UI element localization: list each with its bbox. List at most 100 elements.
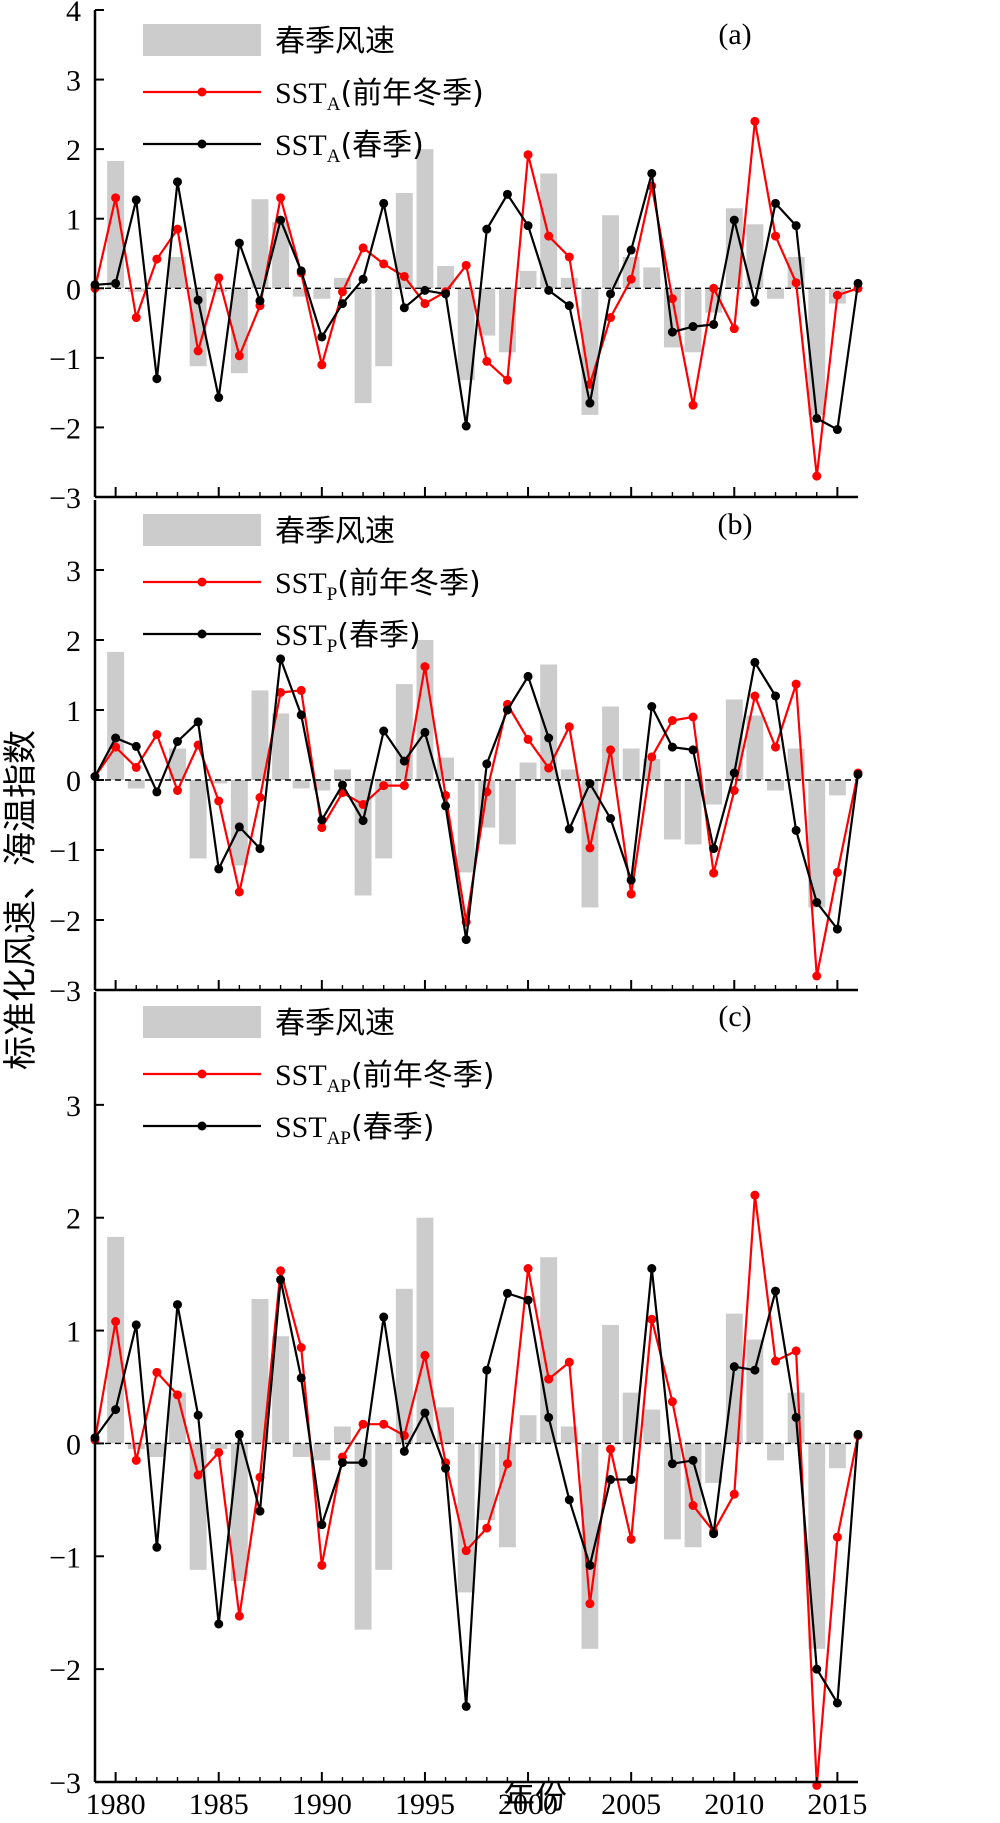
wind-bar bbox=[375, 288, 393, 367]
x-axis-label: 年份 bbox=[503, 1778, 567, 1816]
legend-item: 春季风速 bbox=[143, 514, 395, 549]
legend-label-tail: (前年冬季) bbox=[351, 1058, 494, 1093]
wind-bar bbox=[189, 288, 207, 367]
spring-sst-point bbox=[853, 1429, 863, 1439]
spring-sst-point bbox=[832, 425, 842, 435]
spring-sst-point bbox=[461, 935, 471, 945]
legend-label: 春季风速 bbox=[275, 514, 395, 549]
wind-bar bbox=[705, 780, 723, 805]
x-tick-label: 2005 bbox=[601, 1788, 661, 1818]
y-tick-label: 1 bbox=[66, 204, 81, 237]
winter-sst-point bbox=[585, 1599, 595, 1609]
spring-sst-point bbox=[234, 1429, 244, 1439]
winter-sst-point bbox=[152, 254, 162, 264]
wind-bar bbox=[292, 1443, 310, 1457]
winter-sst-point bbox=[131, 313, 141, 323]
spring-sst-point bbox=[832, 924, 842, 934]
spring-sst-point bbox=[172, 1300, 182, 1310]
spring-sst-point bbox=[544, 733, 554, 743]
wind-bar bbox=[725, 1313, 743, 1444]
y-tick-label: 4 bbox=[66, 0, 81, 28]
wind-bar bbox=[272, 713, 290, 780]
wind-bar bbox=[251, 1298, 269, 1444]
y-tick-label: −2 bbox=[49, 1654, 81, 1687]
winter-sst-point bbox=[131, 1455, 141, 1465]
legend-label-subscript: P bbox=[327, 636, 338, 657]
winter-sst-point bbox=[172, 1390, 182, 1400]
winter-sst-point bbox=[172, 224, 182, 234]
y-tick-label: 2 bbox=[66, 1203, 81, 1236]
legend-label-main: SST bbox=[275, 77, 327, 110]
legend-label-tail: (春季) bbox=[340, 128, 423, 163]
wind-bar bbox=[437, 1407, 455, 1444]
legend-bar-swatch bbox=[143, 514, 261, 546]
spring-sst-point bbox=[482, 1365, 492, 1375]
winter-sst-point bbox=[502, 1459, 512, 1469]
legend-item: 春季风速 bbox=[143, 1006, 395, 1041]
spring-sst-point bbox=[441, 801, 451, 811]
winter-sst-point bbox=[750, 1190, 760, 1200]
y-tick-label: −1 bbox=[49, 835, 81, 868]
spring-sst-point bbox=[379, 198, 389, 208]
winter-sst-point bbox=[564, 1357, 574, 1367]
winter-sst-point bbox=[172, 786, 182, 795]
wind-bar bbox=[395, 192, 413, 289]
panel-c: −3 −2 −1 0 1 2 3 1980 1985 1990 1995 2000 2005 2010 20… bbox=[49, 992, 867, 1821]
wind-bar bbox=[767, 288, 784, 299]
y-tick-label: 1 bbox=[66, 1316, 81, 1349]
spring-sst-point bbox=[152, 374, 162, 384]
wind-bar bbox=[251, 199, 269, 289]
wind-bar bbox=[684, 780, 702, 845]
winter-sst-point bbox=[131, 762, 141, 772]
spring-sst-point bbox=[853, 278, 863, 288]
winter-sst-point bbox=[750, 116, 760, 126]
spring-sst-point bbox=[111, 733, 121, 743]
spring-sst-point bbox=[399, 303, 409, 313]
spring-sst-point bbox=[296, 710, 306, 720]
winter-sst-point bbox=[234, 1611, 244, 1621]
spring-sst-point bbox=[564, 824, 574, 834]
spring-sst-point bbox=[337, 1458, 347, 1468]
winter-sst-point bbox=[688, 712, 698, 722]
spring-sst-point bbox=[544, 285, 554, 295]
winter-sst-point bbox=[606, 1444, 616, 1454]
wind-bar bbox=[519, 1415, 537, 1444]
winter-sst-point bbox=[482, 1523, 492, 1533]
y-tick-label: 0 bbox=[66, 1428, 81, 1461]
wind-bar bbox=[746, 715, 764, 780]
winter-sst-point bbox=[317, 360, 327, 370]
wind-bar bbox=[292, 288, 310, 297]
legend-label-main: SST bbox=[275, 1111, 327, 1144]
spring-sst-point bbox=[709, 1529, 719, 1539]
wind-bar bbox=[189, 780, 207, 859]
spring-sst-point bbox=[709, 844, 719, 854]
spring-sst-point bbox=[461, 421, 471, 431]
winter-sst-point bbox=[152, 1367, 162, 1377]
wind-bar bbox=[663, 780, 681, 840]
spring-sst-point bbox=[131, 1320, 141, 1330]
spring-sst-point bbox=[193, 1410, 203, 1420]
winter-sst-point bbox=[791, 1346, 801, 1356]
spring-sst-point bbox=[214, 393, 224, 403]
winter-sst-point bbox=[729, 1489, 739, 1499]
winter-sst-point bbox=[771, 1356, 781, 1366]
spring-sst-line bbox=[94, 172, 860, 431]
x-tick-label: 2000 bbox=[498, 1788, 558, 1818]
y-tick-label: 2 bbox=[66, 625, 81, 658]
spring-sst-point bbox=[812, 1664, 822, 1674]
x-tick-label: 2010 bbox=[704, 1788, 764, 1818]
spring-sst-point bbox=[111, 1405, 121, 1415]
spring-sst-point bbox=[647, 1264, 657, 1273]
wind-bar bbox=[498, 1443, 516, 1548]
y-tick-label: −3 bbox=[49, 1767, 81, 1800]
winter-sst-point bbox=[255, 793, 265, 802]
wind-bar bbox=[272, 1336, 290, 1444]
wind-bar bbox=[519, 270, 537, 289]
winter-sst-point bbox=[709, 283, 719, 293]
spring-sst-point bbox=[441, 1463, 451, 1473]
spring-sst-point bbox=[585, 1560, 595, 1570]
winter-sst-point bbox=[111, 1317, 121, 1327]
wind-bar bbox=[354, 1443, 372, 1630]
